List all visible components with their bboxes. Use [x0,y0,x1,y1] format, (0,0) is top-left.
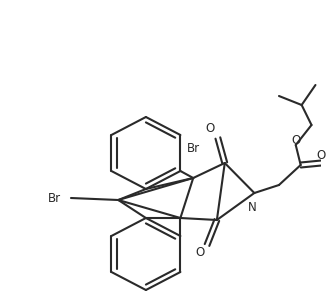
Text: O: O [196,246,205,258]
Text: N: N [248,200,257,213]
Text: Br: Br [187,142,200,154]
Text: O: O [205,122,215,134]
Text: Br: Br [48,192,61,204]
Text: O: O [317,149,326,161]
Text: O: O [291,134,300,146]
